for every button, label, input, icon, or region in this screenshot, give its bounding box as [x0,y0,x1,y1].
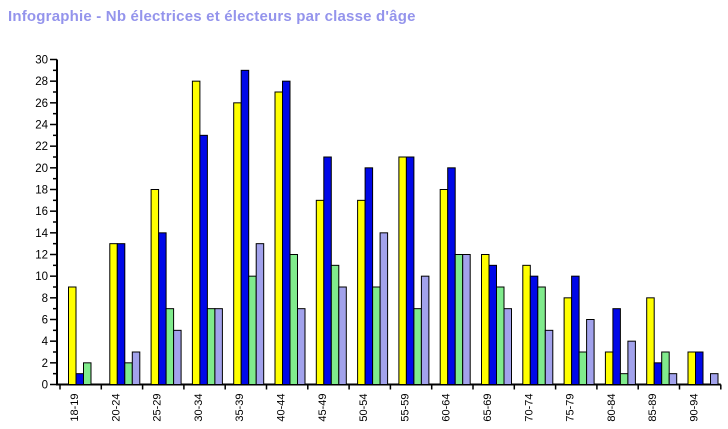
bar-green [578,351,588,385]
bar-yellow [109,243,118,385]
bar-blue [571,275,580,385]
chart-title: Infographie - Nb électrices et électeurs… [8,8,416,25]
bar-yellow [233,102,242,385]
bar-green [289,254,298,385]
bar-yellow [563,297,573,386]
bar-lavender [544,329,554,386]
bar-blue [488,264,497,386]
bar-yellow [315,199,325,385]
bar-blue [364,167,374,385]
bar-green [83,362,92,386]
x-category-label: 55-59 [399,394,411,422]
bar-yellow [68,286,77,385]
bar-green [206,308,216,385]
bar-yellow [191,80,201,386]
x-category-label: 70-74 [523,394,535,422]
y-tick-label: 18 [35,185,48,197]
bar-blue [612,308,621,385]
bar-yellow [398,156,407,385]
bar-lavender [338,286,347,385]
bar-lavender [297,308,306,385]
bar-green [413,308,422,385]
bar-yellow [357,199,366,385]
bar-lavender [420,275,430,385]
y-tick-label: 26 [35,98,48,110]
bar-lavender [627,340,636,385]
y-tick-label: 28 [35,76,48,88]
x-category-label: 45-49 [317,394,329,422]
bar-lavender [668,373,678,385]
bar-green [372,286,381,385]
bar-lavender [503,308,512,385]
bar-blue [529,275,539,385]
bar-yellow [687,351,696,385]
x-category-label: 30-34 [193,394,205,422]
x-category-label: 50-54 [358,394,370,422]
bar-yellow [646,297,655,386]
y-tick-label: 6 [42,315,48,327]
bar-green [454,254,464,385]
y-tick-label: 4 [42,336,49,348]
bar-yellow [522,264,531,386]
x-category-label: 90-94 [689,394,701,422]
bar-green [124,362,133,386]
x-category-label: 18-19 [69,394,81,422]
bar-green [330,264,340,386]
bar-lavender [379,232,389,385]
x-category-label: 60-64 [441,394,453,422]
x-category-label: 25-29 [152,394,164,422]
bar-blue [240,69,250,385]
bar-yellow [274,91,283,385]
bar-yellow [439,189,449,385]
bar-lavender [255,243,265,385]
x-category-label: 65-69 [482,394,494,422]
bar-blue [116,243,126,385]
bar-green [619,373,629,385]
y-tick-label: 22 [35,141,48,153]
y-tick-label: 24 [35,120,48,132]
y-tick-label: 0 [42,380,48,392]
y-tick-label: 8 [42,293,48,305]
x-category-label: 40-44 [276,394,288,422]
bar-lavender [710,373,719,385]
bar-lavender [131,351,141,385]
bar-blue [653,362,663,386]
bar-green [537,286,546,385]
y-tick-label: 2 [42,358,48,370]
bar-blue [447,167,456,385]
bar-green [248,275,257,385]
bar-lavender [586,319,595,385]
bar-lavender [173,329,182,386]
bar-blue [75,373,84,385]
x-category-label: 35-39 [234,394,246,422]
bar-blue [282,80,291,386]
y-tick-label: 30 [35,55,48,67]
x-category-label: 85-89 [647,394,659,422]
y-tick-label: 14 [35,228,48,240]
x-category-label: 20-24 [110,394,122,422]
y-tick-label: 12 [35,250,48,262]
bar-lavender [214,308,223,385]
bar-blue [158,232,167,385]
bar-yellow [481,254,490,385]
bar-yellow [150,189,160,385]
bar-lavender [462,254,471,385]
y-tick-label: 20 [35,163,48,175]
bar-blue [199,134,208,385]
bar-green [496,286,505,385]
bar-blue [323,156,332,385]
y-tick-label: 10 [35,271,48,283]
y-tick-label: 16 [35,206,48,218]
bar-yellow [604,351,614,385]
bar-blue [695,351,704,385]
x-category-label: 75-79 [565,394,577,422]
bar-blue [405,156,415,385]
bar-green [661,351,670,385]
bar-green [165,308,175,385]
x-category-label: 80-84 [606,394,618,422]
